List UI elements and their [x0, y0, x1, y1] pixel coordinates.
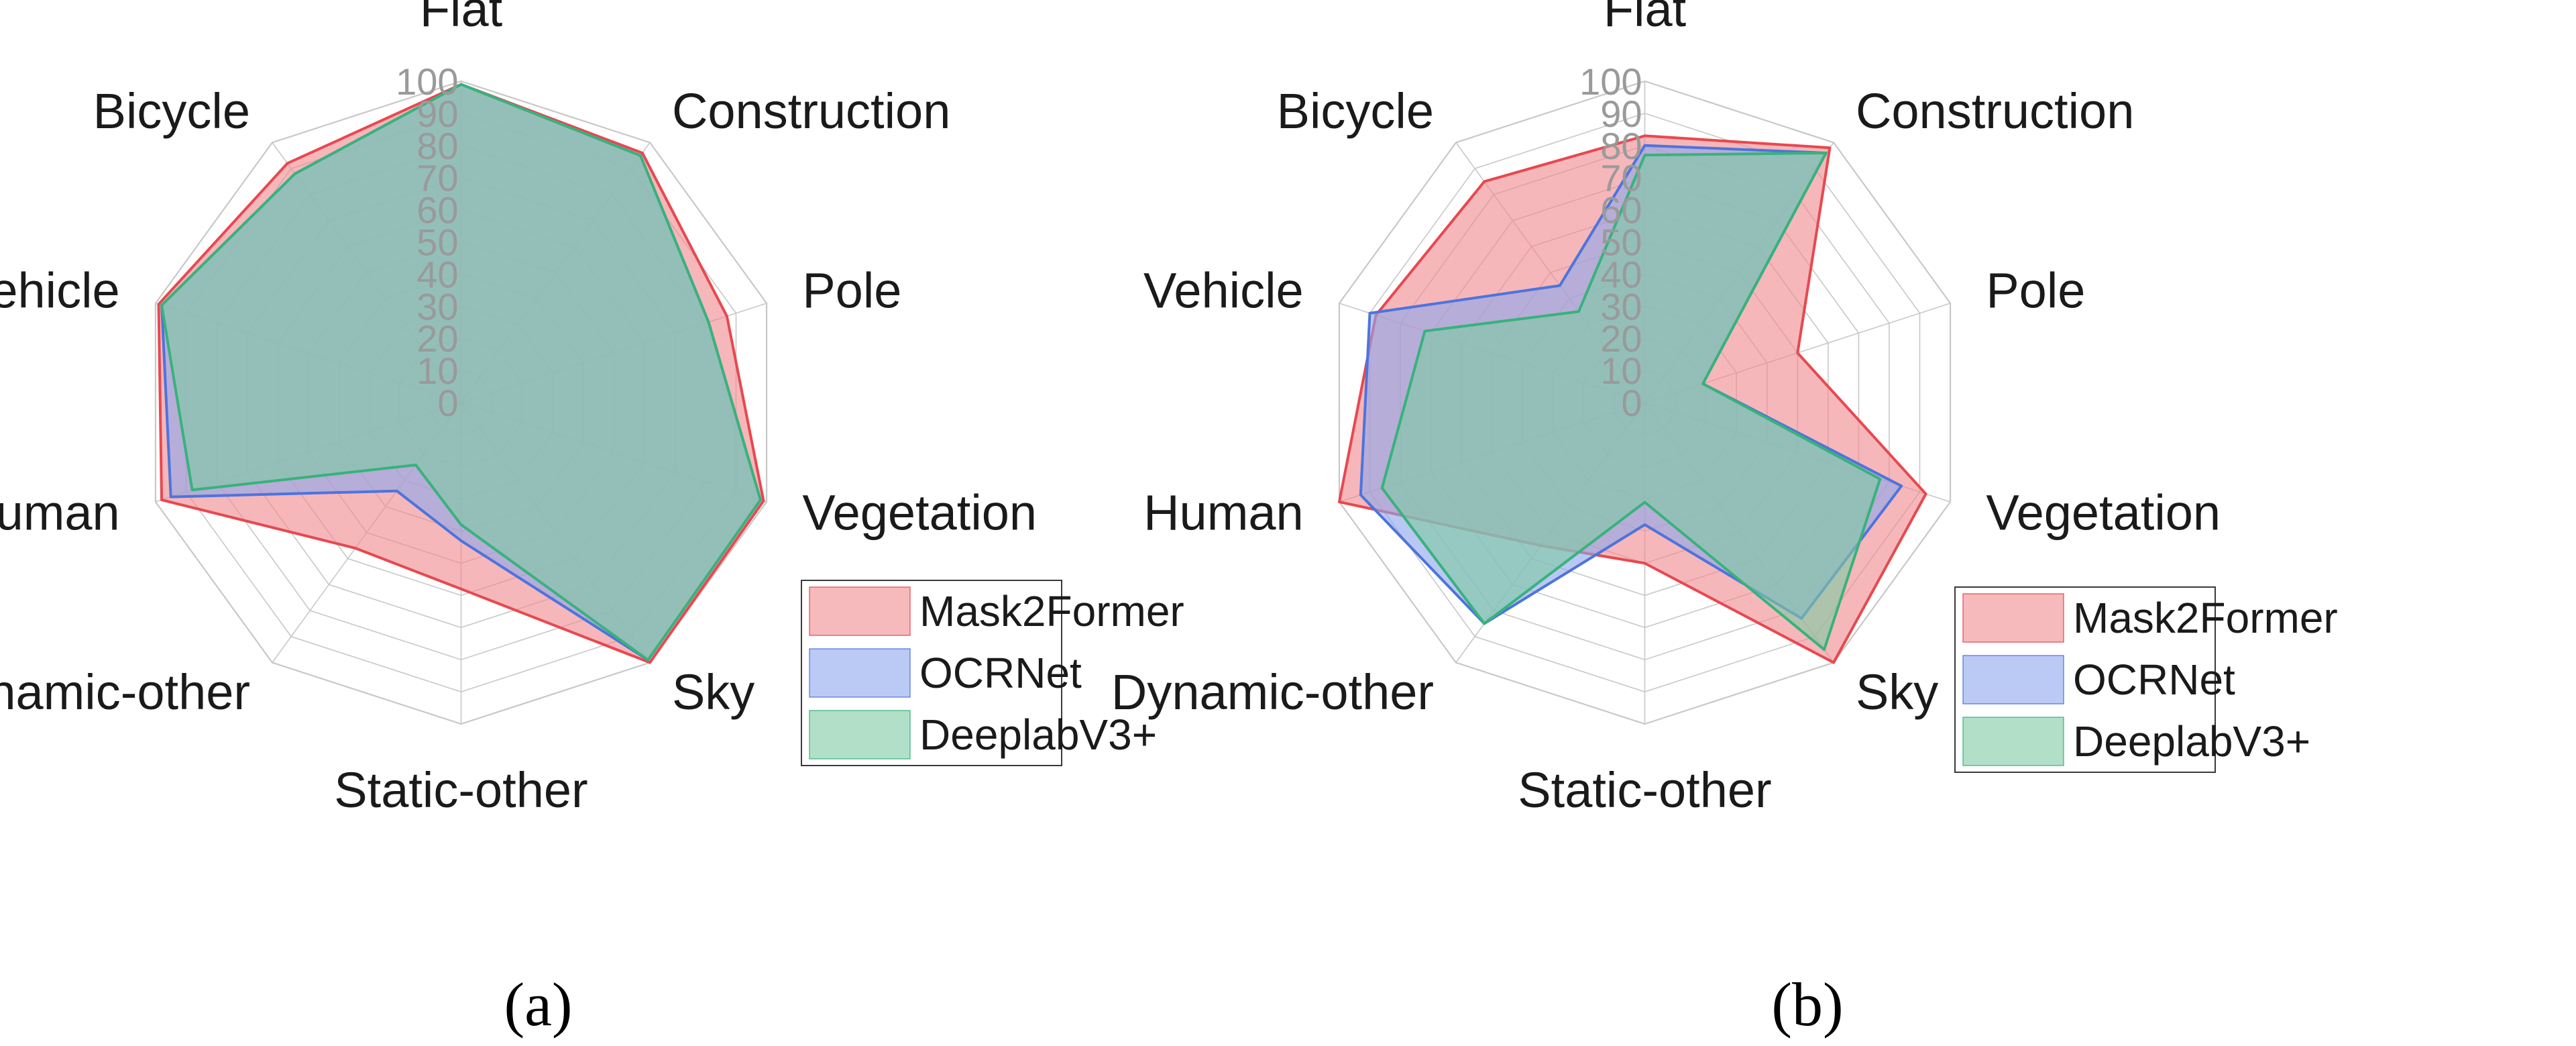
tick-label: 50 [1600, 221, 1642, 264]
tick-label: 70 [1600, 157, 1642, 199]
tick-label: 70 [416, 157, 458, 199]
tick-label: 50 [416, 221, 458, 264]
category-label-vegetation: Vegetation [1986, 484, 2221, 540]
category-label-vehicle: Vehicle [0, 263, 120, 319]
tick-label: 40 [1600, 253, 1642, 295]
legend-swatch-ocrnet [1962, 655, 2064, 704]
panel-caption-a: (a) [504, 970, 572, 1039]
series-deeplabv3-area [160, 83, 762, 662]
category-label-vehicle: Vehicle [1143, 263, 1304, 319]
legend-label-ocrnet: OCRNet [919, 649, 1082, 697]
tick-label: 90 [416, 93, 458, 135]
category-label-flat: Flat [420, 0, 503, 37]
radar-series [1337, 134, 1927, 664]
category-label-human: Human [0, 484, 120, 540]
tick-label: 40 [416, 253, 458, 295]
category-label-static-other: Static-other [334, 762, 587, 818]
category-label-sky: Sky [1856, 664, 1938, 720]
legend-label-deeplabv3: DeeplabV3+ [919, 711, 1157, 759]
tick-label: 0 [437, 382, 458, 424]
category-label-bicycle: Bicycle [93, 83, 250, 139]
panel-caption-b: (b) [1771, 970, 1843, 1039]
legend: Mask2Former OCRNet DeeplabV3+ [801, 580, 1184, 766]
tick-label: 60 [416, 189, 458, 231]
category-label-pole: Pole [1986, 263, 2085, 319]
legend-swatch-mask2former [809, 586, 911, 636]
category-labels: Flat Construction Pole Vegetation Sky Static-… [0, 0, 1037, 818]
tick-label: 100 [396, 60, 458, 103]
legend-label-mask2former: Mask2Former [2073, 594, 2338, 642]
tick-label: 10 [1600, 350, 1642, 392]
category-label-pole: Pole [802, 263, 901, 319]
legend: Mask2Former OCRNet DeeplabV3+ [1954, 586, 2338, 773]
category-label-flat: Flat [1604, 0, 1687, 37]
series-deeplabv3-area [1380, 151, 1882, 651]
legend-label-ocrnet: OCRNet [2073, 656, 2235, 704]
tick-label: 30 [416, 285, 458, 327]
category-label-construction: Construction [672, 83, 950, 139]
category-labels: Flat Construction Pole Vegetation Sky Static-… [1111, 0, 2221, 818]
legend-swatch-mask2former [1962, 593, 2064, 643]
tick-label: 80 [1600, 125, 1642, 167]
tick-label: 0 [1621, 382, 1642, 424]
tick-label: 20 [1600, 317, 1642, 360]
tick-label: 10 [416, 350, 458, 392]
tick-label: 30 [1600, 285, 1642, 327]
tick-label: 90 [1600, 93, 1642, 135]
category-label-construction: Construction [1856, 83, 2134, 139]
category-label-bicycle: Bicycle [1277, 83, 1434, 139]
tick-label: 20 [416, 317, 458, 360]
tick-label: 60 [1600, 189, 1642, 231]
category-label-vegetation: Vegetation [802, 484, 1037, 540]
category-label-static-other: Static-other [1518, 762, 1771, 818]
legend-label-deeplabv3: DeeplabV3+ [2073, 717, 2310, 766]
legend-label-mask2former: Mask2Former [919, 587, 1184, 635]
category-label-dynamic-other: Dynamic-other [1111, 664, 1434, 720]
category-label-sky: Sky [672, 664, 754, 720]
category-label-dynamic-other: Dynamic-other [0, 664, 250, 720]
legend-swatch-deeplabv3 [809, 710, 911, 760]
legend-swatch-ocrnet [809, 648, 911, 698]
radar-series [157, 83, 765, 664]
tick-label: 100 [1579, 60, 1642, 103]
legend-swatch-deeplabv3 [1962, 717, 2064, 766]
category-label-human: Human [1143, 484, 1304, 540]
tick-label: 80 [416, 125, 458, 167]
